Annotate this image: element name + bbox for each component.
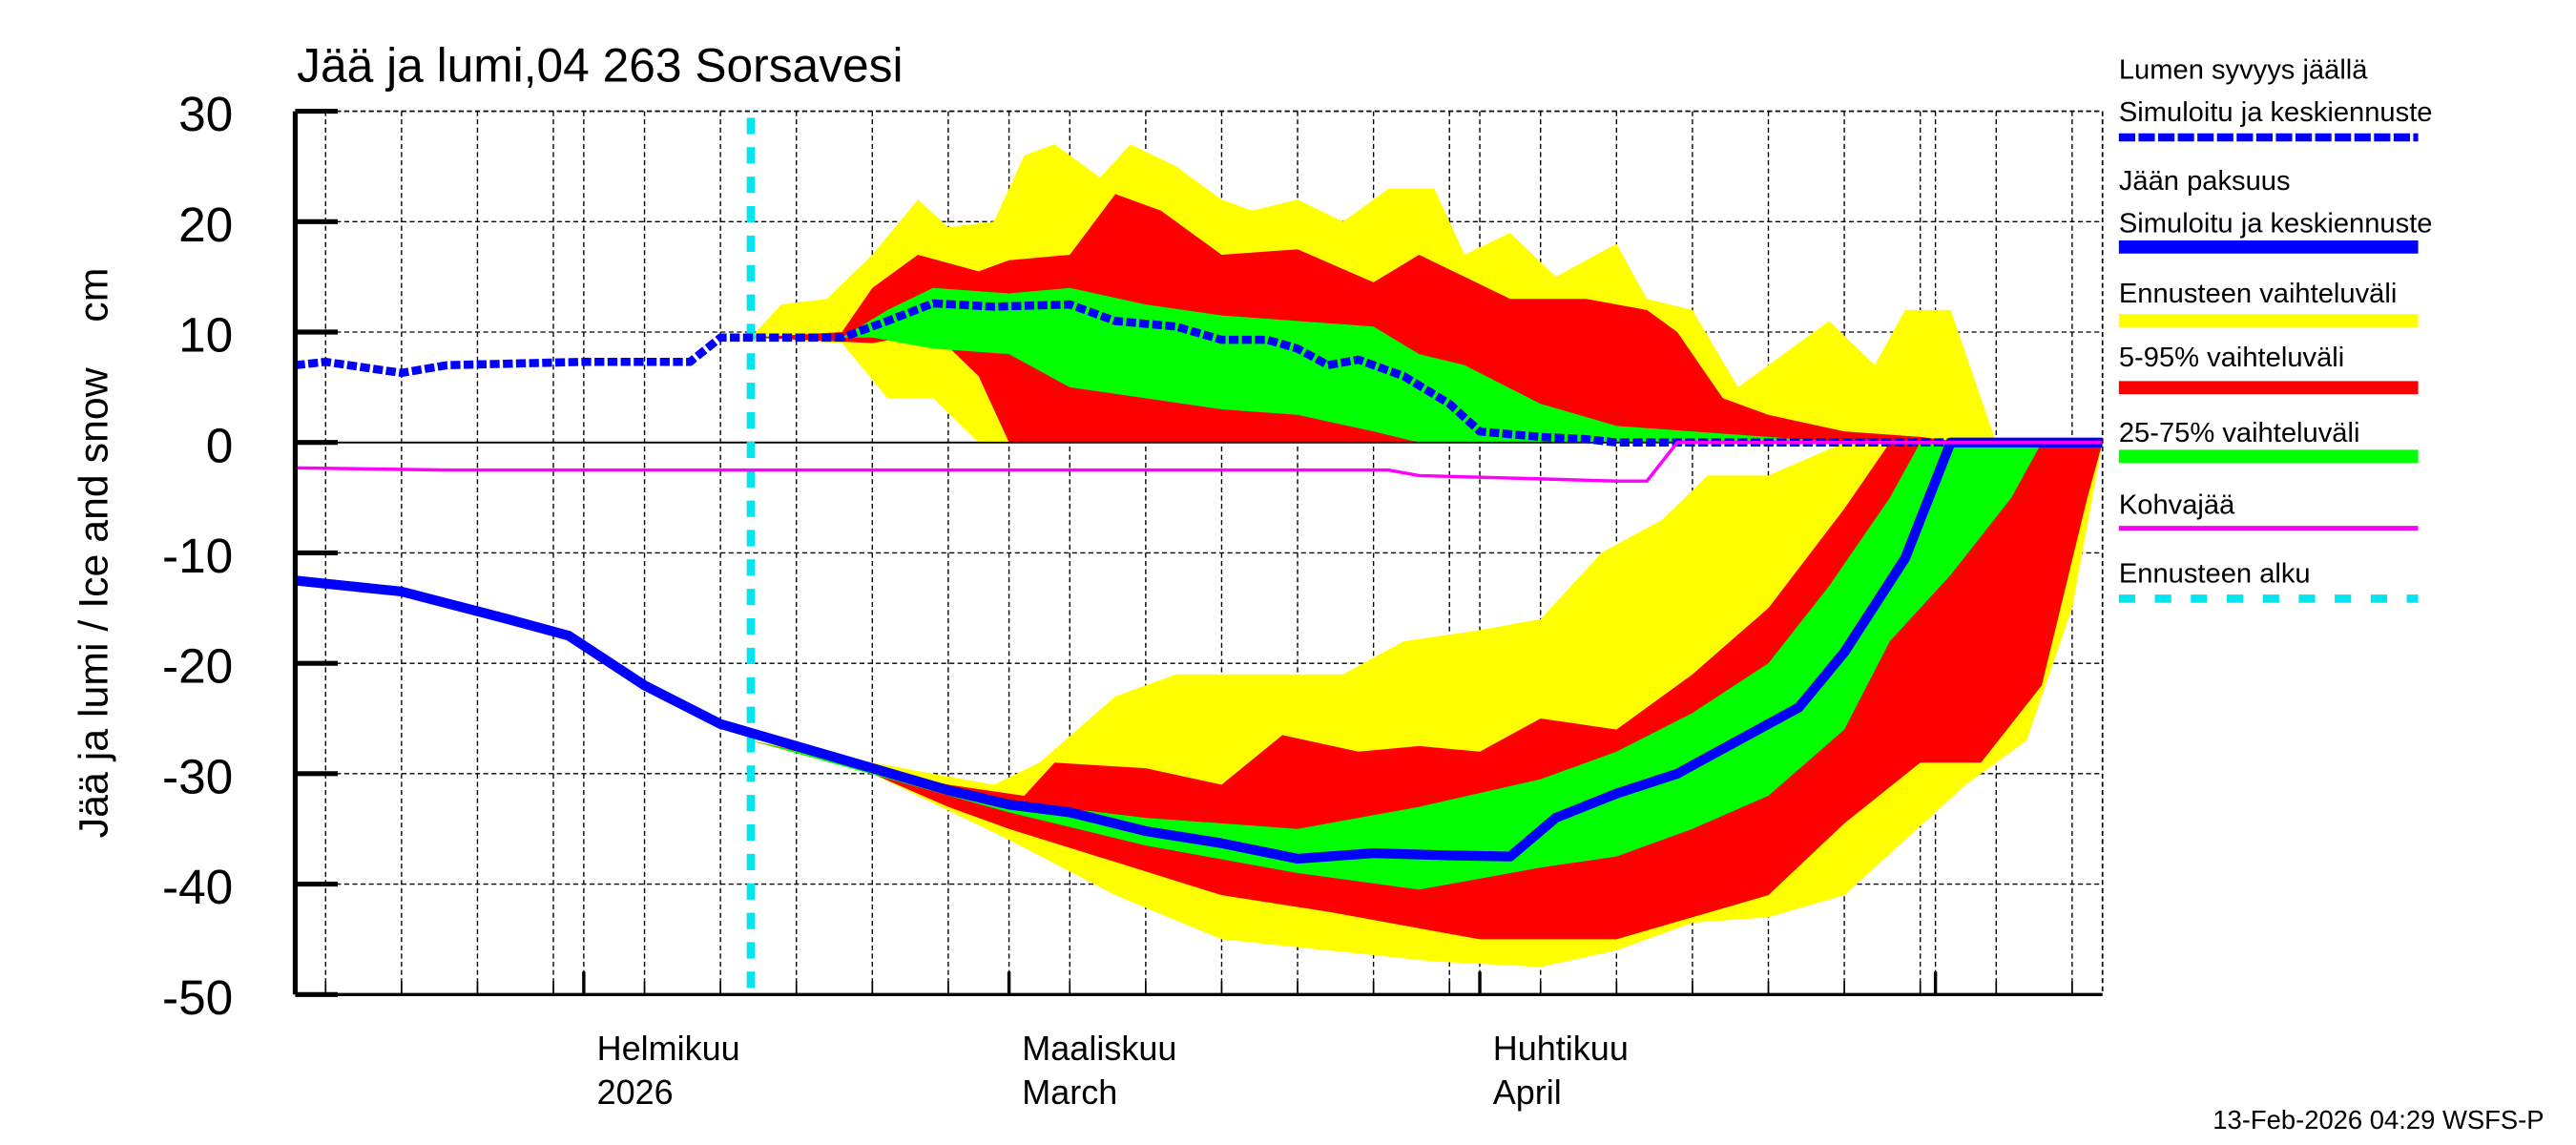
series-solid — [294, 437, 2103, 864]
y-tick-label: 30 — [178, 86, 233, 141]
y-tick-label: 10 — [178, 307, 233, 363]
y-axis-label: Jää ja lumi / Ice and snow cm — [71, 268, 116, 839]
timestamp: 13-Feb-2026 04:29 WSFS-P — [2212, 1105, 2544, 1135]
x-tick-label: Huhtikuu — [1493, 1029, 1629, 1068]
y-tick-label: 0 — [206, 417, 234, 472]
axes: 30 20 10 0 -10 -20 -30 -40 -50 Helmikuu 2026 Maalis… — [162, 86, 2104, 1112]
band-snow-25-75 — [750, 287, 1845, 443]
legend-label: Lumen syvyys jäällä — [2119, 54, 2368, 85]
y-tick-label: -30 — [162, 748, 233, 803]
series-thin — [295, 440, 2103, 483]
legend-label: Ennusteen alku — [2119, 558, 2311, 589]
legend-label: 5-95% vaihteluväli — [2119, 343, 2344, 373]
band-snow-5-95 — [750, 194, 1966, 443]
series-dotted — [294, 299, 2103, 447]
x-tick-label-sub: April — [1493, 1072, 1562, 1112]
legend-label-sub: Simuloitu ja keskiennuste — [2119, 97, 2433, 128]
series-lines — [294, 117, 2103, 995]
x-tick-label-sub: March — [1022, 1072, 1117, 1112]
x-tick-label: Maaliskuu — [1022, 1029, 1176, 1068]
band-ice-25-75 — [750, 442, 2043, 890]
legend-label: Ennusteen vaihteluväli — [2119, 279, 2397, 309]
legend: Lumen syvyys jäällä Simuloitu ja keskienn… — [2118, 54, 2433, 603]
y-tick-label: -50 — [162, 969, 233, 1025]
x-tick-label-sub: 2026 — [597, 1072, 674, 1112]
y-tick-label: -10 — [162, 528, 233, 583]
chart-title: Jää ja lumi,04 263 Sorsavesi — [297, 39, 903, 93]
legend-label: Jään paksuus — [2119, 166, 2291, 197]
y-tick-label: -20 — [162, 638, 233, 694]
legend-label: 25-75% vaihteluväli — [2119, 418, 2360, 448]
y-tick-label: -40 — [162, 859, 233, 914]
x-tick-label: Helmikuu — [597, 1029, 740, 1068]
legend-label: Kohvajää — [2119, 489, 2235, 520]
y-tick-label: 20 — [178, 197, 233, 252]
legend-label-sub: Simuloitu ja keskiennuste — [2119, 208, 2433, 239]
